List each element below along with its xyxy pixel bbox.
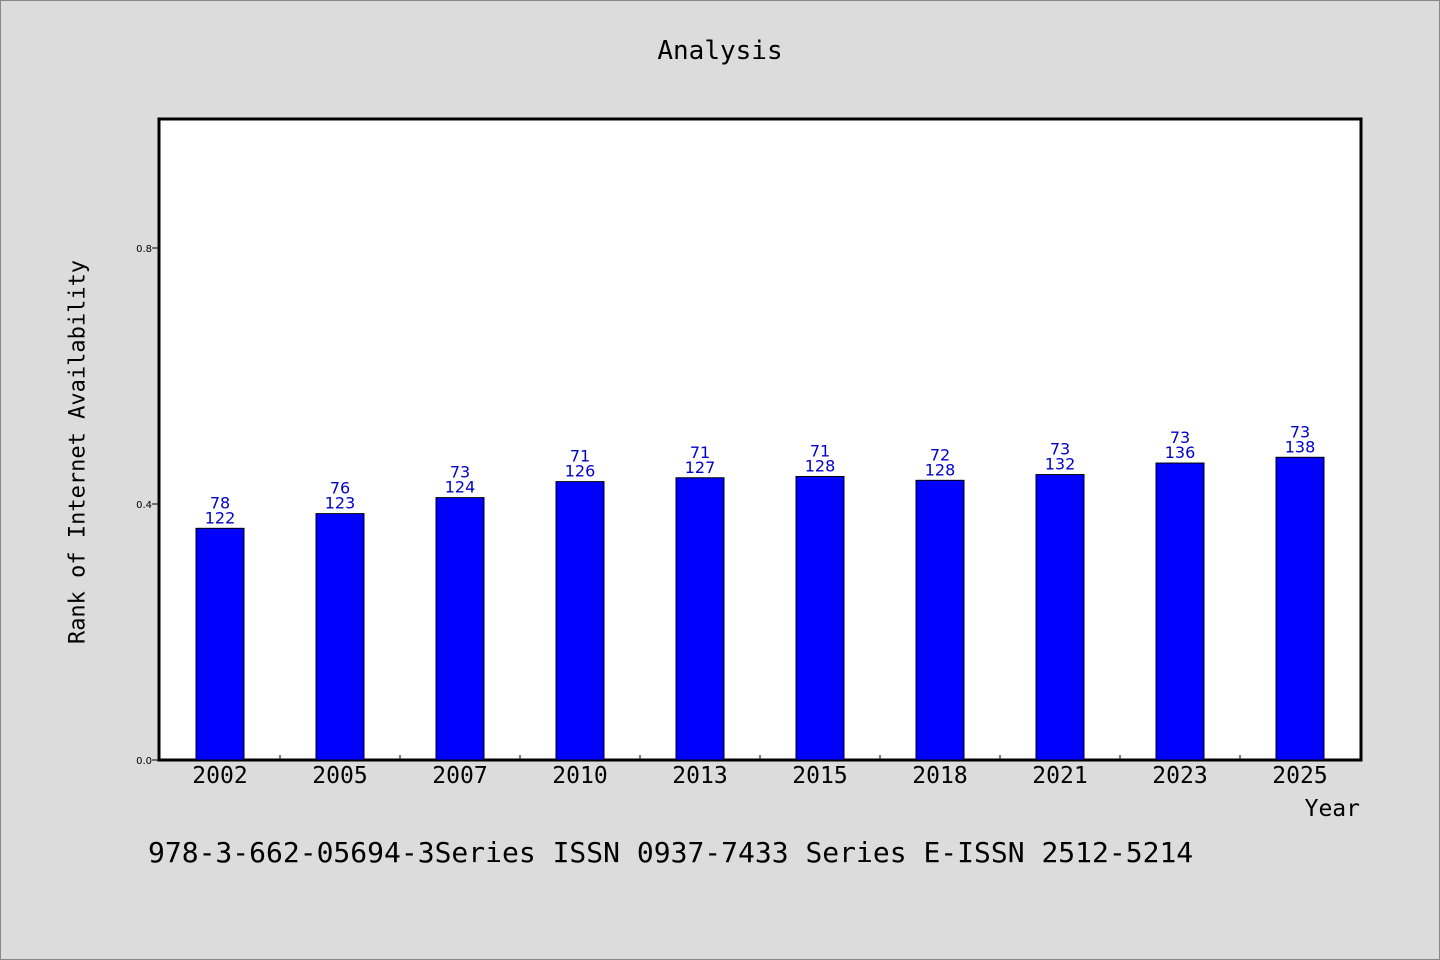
x-tick-label: 2023	[1152, 763, 1207, 789]
bar-label-bottom: 136	[1165, 443, 1196, 462]
chart-title: Analysis	[657, 36, 783, 66]
y-axis-label: Rank of Internet Availability	[65, 259, 91, 645]
x-tick-label: 2002	[192, 763, 247, 789]
bar-label-bottom: 128	[925, 460, 956, 479]
bar-label-bottom: 138	[1285, 437, 1316, 456]
x-tick-label: 2021	[1032, 763, 1087, 789]
x-tick-label: 2013	[672, 763, 727, 789]
bar-label-bottom: 126	[565, 462, 596, 481]
bar-label-bottom: 124	[445, 478, 476, 497]
bar-2010	[555, 481, 605, 761]
x-axis-label: Year	[1304, 796, 1360, 822]
bar-2005	[315, 513, 365, 761]
y-tick-label: 0.4	[136, 500, 152, 511]
bar-label-bottom: 132	[1045, 455, 1076, 474]
bars	[195, 456, 1325, 761]
bar-2013	[675, 477, 725, 761]
x-tick-label: 2018	[912, 763, 967, 789]
y-tick-label: 0.0	[136, 756, 152, 767]
y-axis-ticks: 0.0 0.4 0.8	[136, 244, 160, 767]
bar-2018	[915, 479, 965, 761]
bar-label-bottom: 127	[685, 458, 716, 477]
bar-label-top: 73	[450, 463, 470, 482]
bar-label-top: 76	[330, 479, 350, 498]
x-tick-label: 2010	[552, 763, 607, 789]
bar-2007	[435, 497, 485, 761]
x-tick-label: 2015	[792, 763, 847, 789]
bar-labels: 7812276123731247112671127711287212873132…	[205, 422, 1316, 527]
bar-2023	[1155, 462, 1205, 761]
footer-text: 978-3-662-05694-3Series ISSN 0937-7433 S…	[148, 836, 1194, 869]
bar-label-top: 73	[1170, 428, 1190, 447]
bar-label-bottom: 122	[205, 508, 236, 527]
bar-label-top: 71	[810, 441, 830, 460]
x-axis-ticks: 2002 2005 2007 2010 2013 2015 2018 2021 2023 2025	[192, 755, 1328, 789]
bar-label-top: 71	[570, 447, 590, 466]
x-tick-label: 2005	[312, 763, 367, 789]
bar-2015	[795, 475, 845, 761]
bar-2025	[1275, 456, 1325, 761]
bar-2021	[1035, 474, 1085, 761]
x-tick-label: 2025	[1272, 763, 1327, 789]
x-tick-label: 2007	[432, 763, 487, 789]
bar-label-top: 72	[930, 445, 950, 464]
y-tick-label: 0.8	[136, 244, 152, 255]
bar-label-top: 73	[1050, 440, 1070, 459]
bar-2002	[195, 527, 245, 761]
bar-label-top: 78	[210, 493, 230, 512]
bar-label-top: 73	[1290, 422, 1310, 441]
bar-label-bottom: 128	[805, 456, 836, 475]
bar-label-top: 71	[690, 443, 710, 462]
bar-label-bottom: 123	[325, 494, 356, 513]
